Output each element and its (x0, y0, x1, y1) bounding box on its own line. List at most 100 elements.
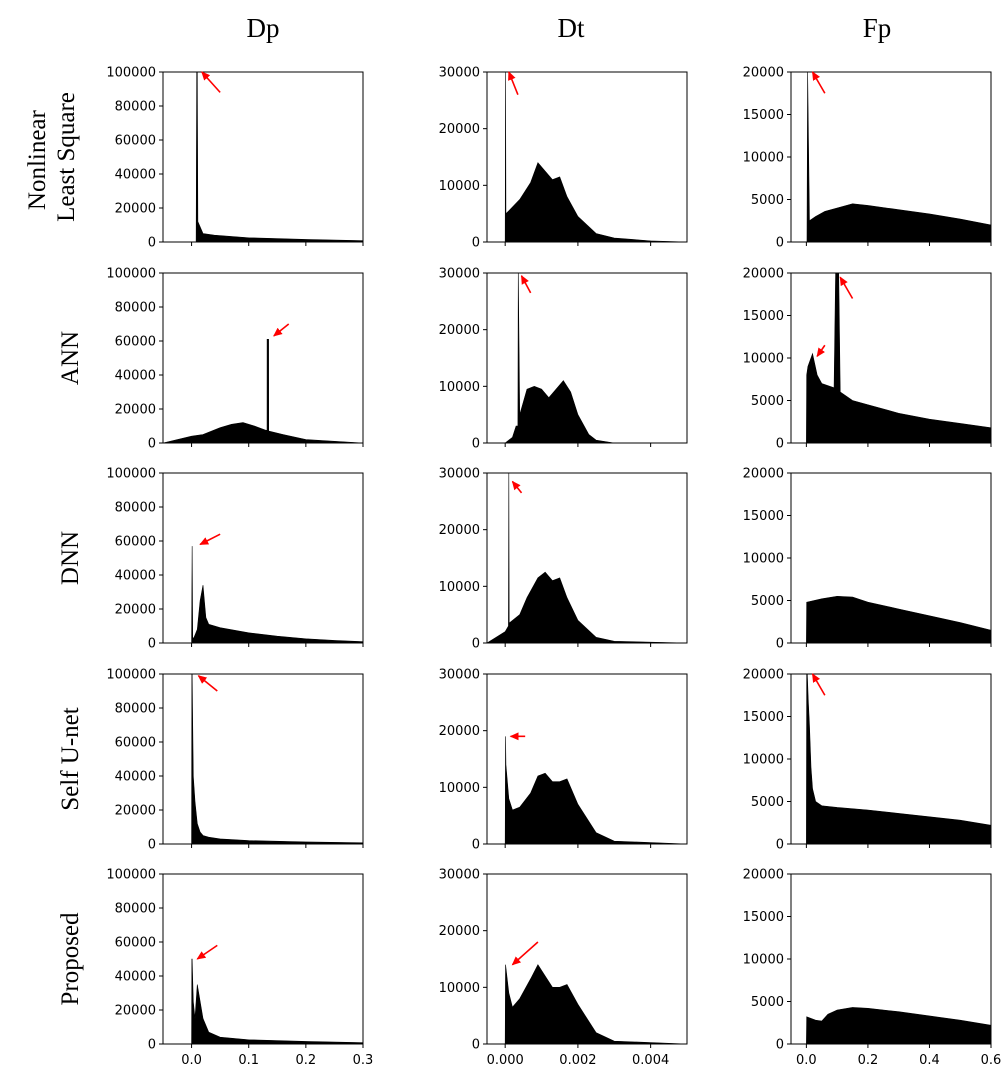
y-tick-label-dnn-dt-10000: 10000 (439, 580, 480, 595)
y-tick-label-proposed-fp-20000: 20000 (743, 868, 784, 883)
y-tick-label-proposed-fp-0: 0 (776, 1038, 784, 1053)
y-tick-label-nonlinear-least-square-fp-0: 0 (776, 236, 784, 251)
y-tick-label-nonlinear-least-square-dp-40000: 40000 (115, 168, 156, 183)
y-tick-label-proposed-dt-30000: 30000 (439, 868, 480, 883)
x-tick-label-proposed-dp-2: 0.2 (296, 1053, 317, 1068)
panel-self-u-net-fp: 0 5000 10000 15000 20000 (743, 668, 992, 853)
panel-dnn-fp: 0 5000 10000 15000 20000 (743, 467, 992, 652)
x-tick-label-proposed-dt-2: 0.004 (632, 1053, 669, 1068)
y-tick-label-proposed-dp-80000: 80000 (115, 902, 156, 917)
y-tick-label-dnn-fp-15000: 15000 (743, 509, 784, 524)
panels: 0200004000060000800001000000100002000030… (106, 66, 1001, 1069)
histogram-area-dnn-dp (163, 546, 364, 644)
annotation-arrow-proposed-dt-0 (511, 941, 539, 966)
y-tick-label-nonlinear-least-square-fp-5000: 5000 (751, 193, 784, 208)
panel-nonlinear-least-square-dt: 0 10000 20000 30000 (439, 66, 688, 251)
axes-frame-ann-dt (486, 272, 688, 444)
panel-self-u-net-dt: 0 10000 20000 30000 (439, 668, 688, 853)
y-tick-label-self-u-net-dp-80000: 80000 (115, 702, 156, 717)
y-tick-label-self-u-net-fp-5000: 5000 (751, 795, 784, 810)
y-tick-label-nonlinear-least-square-dp-100000: 100000 (106, 66, 156, 81)
annotation-arrow-dnn-dp-0 (199, 533, 221, 546)
panel-self-u-net-dp: 0 20000 40000 60000 80000 100000 (106, 668, 364, 853)
annotation-arrow-nonlinear-least-square-dp-0 (201, 71, 221, 93)
histogram-area-proposed-fp (791, 1007, 992, 1045)
y-tick-label-ann-dp-40000: 40000 (115, 369, 156, 384)
y-tick-label-self-u-net-dp-40000: 40000 (115, 770, 156, 785)
annotation-arrow-proposed-dp-0 (196, 944, 218, 960)
histogram-area-proposed-dp (163, 958, 364, 1045)
histogram-area-dnn-dt (485, 472, 688, 644)
panel-nonlinear-least-square-fp: 0 5000 10000 15000 20000 (743, 66, 992, 251)
axes-frame-dnn-dt (486, 472, 688, 644)
annotation-arrow-self-u-net-fp-0 (811, 673, 826, 696)
y-tick-label-dnn-fp-10000: 10000 (743, 552, 784, 567)
y-tick-label-proposed-dp-100000: 100000 (106, 868, 156, 883)
x-tick-label-proposed-fp-2: 0.4 (919, 1053, 940, 1068)
y-tick-label-ann-dt-10000: 10000 (439, 380, 480, 395)
histogram-area-nonlinear-least-square-dt (487, 71, 688, 243)
axes-frame-nonlinear-least-square-dp (162, 71, 364, 243)
y-tick-label-nonlinear-least-square-dt-0: 0 (472, 236, 480, 251)
y-tick-label-ann-dt-20000: 20000 (439, 323, 480, 338)
y-tick-label-self-u-net-dp-100000: 100000 (106, 668, 156, 683)
y-tick-label-dnn-dp-20000: 20000 (115, 603, 156, 618)
y-tick-label-dnn-dt-0: 0 (472, 637, 480, 652)
y-tick-label-ann-fp-15000: 15000 (743, 309, 784, 324)
y-tick-label-nonlinear-least-square-dp-0: 0 (148, 236, 156, 251)
y-tick-label-proposed-dt-0: 0 (472, 1038, 480, 1053)
y-tick-label-self-u-net-dt-0: 0 (472, 838, 480, 853)
y-tick-label-proposed-dt-10000: 10000 (439, 981, 480, 996)
y-tick-label-nonlinear-least-square-dp-60000: 60000 (115, 134, 156, 149)
y-tick-label-ann-dp-20000: 20000 (115, 403, 156, 418)
column-title-fp: Fp (863, 13, 892, 43)
annotation-arrow-dnn-dt-0 (511, 480, 523, 494)
annotation-arrow-self-u-net-dp-0 (197, 675, 218, 692)
axes-frame-ann-dp (162, 272, 364, 444)
column-title-dp: Dp (247, 13, 280, 43)
y-tick-label-dnn-dt-30000: 30000 (439, 467, 480, 482)
panel-dnn-dt: 0 10000 20000 30000 (439, 467, 688, 652)
panel-proposed-dt: 0 10000 20000 30000 0.000 0.002 0.004 (439, 868, 688, 1068)
y-tick-label-proposed-fp-10000: 10000 (743, 953, 784, 968)
y-tick-label-self-u-net-dp-20000: 20000 (115, 804, 156, 819)
y-tick-label-proposed-dt-20000: 20000 (439, 924, 480, 939)
histogram-area-self-u-net-dt (487, 736, 688, 845)
y-tick-label-proposed-fp-15000: 15000 (743, 910, 784, 925)
x-tick-label-proposed-dp-1: 0.1 (238, 1053, 259, 1068)
panel-proposed-dp: 0 20000 40000 60000 80000 100000 0.0 0.1 0.2 0.3 (106, 868, 373, 1069)
y-tick-label-self-u-net-fp-15000: 15000 (743, 710, 784, 725)
y-tick-label-self-u-net-dp-60000: 60000 (115, 736, 156, 751)
y-tick-label-nonlinear-least-square-dt-20000: 20000 (439, 122, 480, 137)
y-tick-label-ann-dp-80000: 80000 (115, 301, 156, 316)
y-tick-label-ann-dp-60000: 60000 (115, 335, 156, 350)
column-title-dt: Dt (558, 13, 585, 43)
row-label-dnn: DNN (57, 531, 84, 585)
y-tick-label-ann-dt-30000: 30000 (439, 267, 480, 282)
row-label-ann: ANN (57, 331, 84, 385)
y-tick-label-proposed-fp-5000: 5000 (751, 995, 784, 1010)
panel-proposed-fp: 0 5000 10000 15000 20000 0.0 0.2 0.4 0.6 (743, 868, 1002, 1069)
y-tick-label-proposed-dp-20000: 20000 (115, 1004, 156, 1019)
x-tick-label-proposed-dt-1: 0.002 (559, 1053, 596, 1068)
panel-dnn-dp: 0 20000 40000 60000 80000 100000 (106, 467, 364, 652)
annotation-arrow-ann-fp-1 (816, 344, 826, 358)
x-tick-label-proposed-fp-3: 0.6 (981, 1053, 1002, 1068)
axes-frame-proposed-dp (162, 873, 364, 1045)
y-tick-label-ann-dp-100000: 100000 (106, 267, 156, 282)
y-tick-label-proposed-dp-60000: 60000 (115, 936, 156, 951)
y-tick-label-self-u-net-fp-0: 0 (776, 838, 784, 853)
x-tick-label-proposed-dp-3: 0.3 (353, 1053, 374, 1068)
annotation-arrow-ann-fp-0 (839, 276, 854, 299)
y-tick-label-nonlinear-least-square-fp-15000: 15000 (743, 108, 784, 123)
x-tick-label-proposed-fp-0: 0.0 (796, 1053, 817, 1068)
y-tick-label-ann-dt-0: 0 (472, 437, 480, 452)
y-tick-label-dnn-dp-40000: 40000 (115, 569, 156, 584)
y-tick-label-ann-fp-10000: 10000 (743, 352, 784, 367)
y-tick-label-self-u-net-dt-20000: 20000 (439, 724, 480, 739)
y-tick-label-nonlinear-least-square-fp-10000: 10000 (743, 151, 784, 166)
y-tick-label-ann-fp-0: 0 (776, 437, 784, 452)
y-tick-label-self-u-net-dt-30000: 30000 (439, 668, 480, 683)
y-tick-label-self-u-net-fp-20000: 20000 (743, 668, 784, 683)
